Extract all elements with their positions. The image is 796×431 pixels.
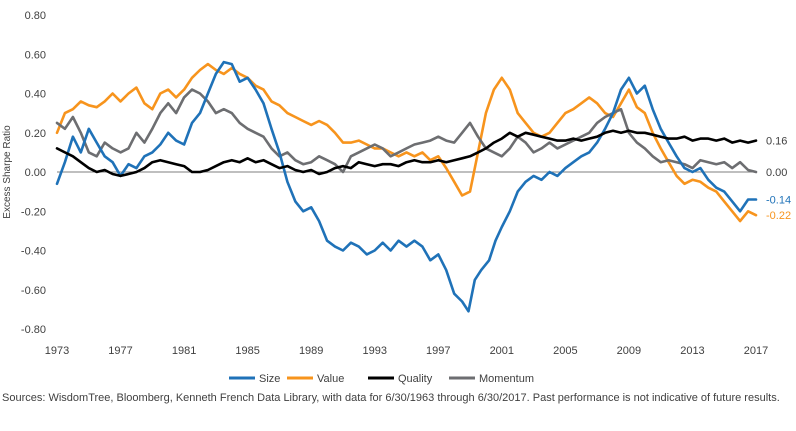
line-chart: -0.80 -0.60 -0.40 -0.20 0.00 0.20 0.40 0.60 0.80… [2, 10, 791, 385]
series-lines [55, 60, 758, 313]
x-tick-label: 2017 [744, 345, 768, 357]
y-tick-label: -0.40 [21, 246, 46, 258]
series-line-quality [55, 129, 758, 178]
end-label-momentum: 0.00 [766, 167, 787, 179]
end-labels: -0.14 -0.22 0.16 0.00 [766, 136, 791, 223]
legend-label-value: Value [317, 373, 344, 385]
x-tick-label: 1973 [45, 345, 69, 357]
y-tick-label: 0.00 [25, 167, 46, 179]
end-label-quality: 0.16 [766, 136, 787, 148]
series-line-value [55, 62, 758, 223]
x-axis-ticks: 1973 1977 1981 1985 1989 1993 1997 2001 2005 2009… [45, 345, 768, 357]
y-tick-label: 0.80 [25, 10, 46, 22]
x-tick-label: 1993 [362, 345, 386, 357]
legend-label-size: Size [259, 373, 280, 385]
x-tick-label: 2001 [490, 345, 514, 357]
series-line-momentum [55, 88, 758, 174]
legend: Size Value Quality Momentum [229, 373, 534, 385]
x-tick-label: 1981 [172, 345, 196, 357]
x-tick-label: 2013 [680, 345, 704, 357]
end-label-size: -0.14 [766, 194, 791, 206]
y-axis-label: Excess Sharpe Ratio [2, 125, 13, 219]
y-tick-label: 0.60 [25, 49, 46, 61]
y-tick-label: 0.20 [25, 128, 46, 140]
y-tick-label: -0.60 [21, 285, 46, 297]
x-tick-label: 2005 [553, 345, 577, 357]
y-tick-label: -0.20 [21, 206, 46, 218]
y-tick-label: 0.40 [25, 89, 46, 101]
x-tick-label: 1985 [235, 345, 259, 357]
series-line-size [55, 60, 758, 313]
x-tick-label: 1997 [426, 345, 450, 357]
end-label-value: -0.22 [766, 210, 791, 222]
x-tick-label: 2009 [617, 345, 641, 357]
y-tick-label: -0.80 [21, 324, 46, 336]
x-tick-label: 1989 [299, 345, 323, 357]
source-note: Sources: WisdomTree, Bloomberg, Kenneth … [2, 392, 780, 404]
x-tick-label: 1977 [108, 345, 132, 357]
y-axis-ticks: -0.80 -0.60 -0.40 -0.20 0.00 0.20 0.40 0.60 0.80 [21, 10, 46, 336]
legend-label-quality: Quality [398, 373, 433, 385]
legend-label-momentum: Momentum [479, 373, 534, 385]
